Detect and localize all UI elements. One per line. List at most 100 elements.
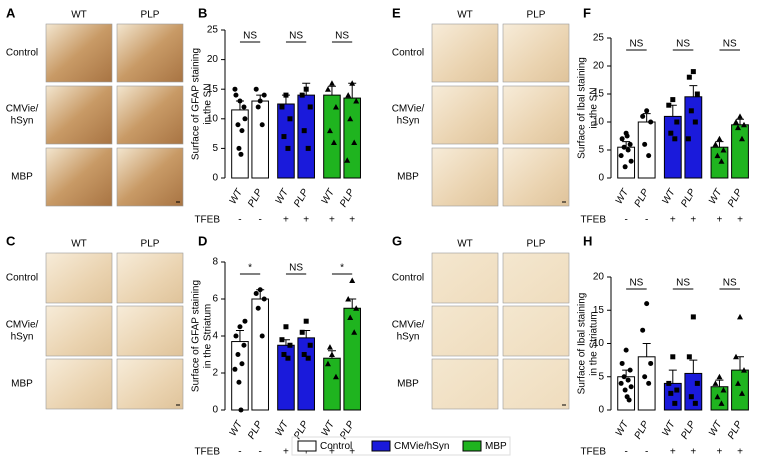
data-point [261, 92, 267, 98]
row-label: MBP [397, 172, 419, 183]
data-point [301, 352, 307, 357]
y-tick-label: 5 [212, 143, 218, 154]
x-tick-label: WT [228, 187, 246, 207]
data-point [618, 380, 624, 386]
treatment-sign: - [645, 215, 648, 226]
data-point [733, 353, 739, 360]
data-point [324, 360, 331, 367]
treatment-sign: + [303, 447, 309, 458]
data-point [735, 380, 741, 386]
data-point [235, 122, 241, 128]
row-label: hSyn [11, 116, 34, 127]
data-point [345, 296, 352, 302]
bar [277, 103, 295, 179]
data-point [305, 355, 311, 361]
data-point [255, 104, 261, 110]
treatment-label: TFEB [194, 215, 220, 226]
column-header: WT [71, 10, 87, 21]
treatment-sign: + [690, 447, 696, 458]
data-point [714, 393, 721, 400]
legend-swatch [462, 440, 482, 452]
y-tick-label: 10 [593, 338, 605, 349]
x-tick-label: PLP [726, 187, 745, 209]
y-tick-label: 2 [212, 368, 218, 379]
data-point [279, 104, 285, 110]
treatment-sign: - [645, 447, 648, 458]
treatment-sign: + [717, 215, 723, 226]
treatment-sign: + [329, 447, 335, 458]
data-point [238, 151, 244, 157]
x-tick-label: PLP [246, 419, 265, 441]
significance-label: NS [629, 39, 643, 50]
y-axis-label: Surface of Ibal staining [577, 57, 588, 159]
data-point [299, 92, 305, 98]
data-point [672, 136, 678, 142]
data-point [344, 157, 351, 163]
data-point [236, 379, 242, 385]
data-point [326, 344, 333, 350]
bar [251, 100, 269, 179]
panel-letter: F [583, 5, 591, 20]
data-point [668, 130, 674, 136]
row-label: hSyn [397, 332, 420, 343]
row-label: Control [6, 48, 38, 59]
data-point [241, 342, 247, 348]
data-point [712, 380, 719, 386]
data-point [237, 98, 243, 104]
data-point [235, 352, 241, 357]
panel-letter: C [6, 233, 16, 248]
data-point [741, 367, 747, 373]
significance-label: NS [243, 31, 257, 42]
treatment-sign: - [238, 215, 241, 226]
data-point [716, 373, 723, 380]
data-point [347, 115, 354, 122]
y-tick-label: 20 [593, 61, 605, 72]
treatment-sign: + [303, 215, 309, 226]
treatment-sign: + [737, 447, 743, 458]
y-axis-label: Surface of Ibal staining [577, 293, 588, 395]
treatment-sign: + [670, 447, 676, 458]
data-point [305, 145, 311, 151]
data-point [688, 394, 694, 400]
data-point [283, 324, 289, 330]
data-point [644, 108, 650, 114]
data-point [257, 98, 263, 104]
data-point [694, 380, 700, 386]
data-point [622, 164, 628, 170]
treatment-sign: + [690, 215, 696, 226]
data-point [739, 390, 745, 396]
data-point [345, 92, 352, 98]
bar [297, 337, 315, 411]
y-tick-label: 0 [598, 173, 604, 184]
x-tick-label: WT [274, 187, 292, 207]
data-point [287, 116, 293, 122]
row-label: MBP [397, 379, 419, 390]
y-tick-label: 25 [207, 25, 219, 36]
micrograph [45, 147, 113, 207]
data-point [640, 113, 646, 119]
x-tick-label: WT [660, 419, 678, 439]
y-tick-label: 10 [207, 113, 219, 124]
data-point [670, 97, 676, 103]
y-tick-label: 5 [598, 145, 604, 156]
treatment-sign: - [259, 215, 262, 226]
legend-label: Control [320, 441, 352, 452]
data-point [666, 380, 672, 386]
data-point [237, 324, 243, 330]
data-point [285, 145, 291, 151]
legend-label: MBP [485, 441, 507, 452]
legend-swatch [297, 440, 317, 452]
data-point [625, 147, 631, 153]
data-point [627, 141, 633, 147]
treatment-sign: - [624, 215, 627, 226]
treatment-sign: + [329, 215, 335, 226]
significance-label: NS [723, 278, 737, 289]
panel-letter: D [198, 233, 207, 248]
treatment-sign: + [737, 215, 743, 226]
data-point [666, 102, 672, 108]
data-point [261, 296, 267, 302]
data-point [618, 153, 624, 159]
error-bar [668, 369, 677, 384]
micrograph [116, 85, 184, 145]
micrograph [45, 305, 113, 357]
